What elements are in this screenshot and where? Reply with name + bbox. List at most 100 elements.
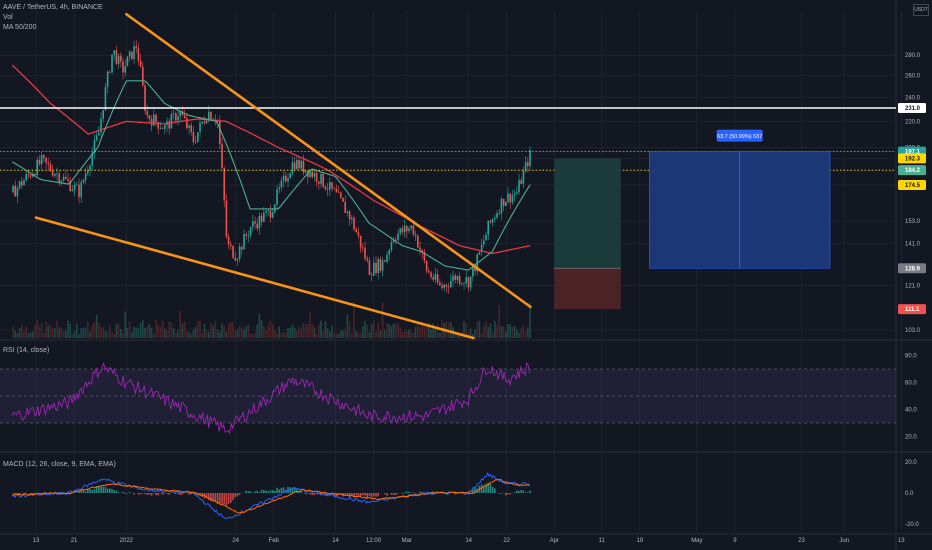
volume-bar [150,327,153,338]
macd-histogram-bar [390,493,393,495]
candle-body [412,225,415,235]
macd-histogram-bar [362,493,364,496]
macd-histogram-bar [432,491,435,493]
price-axis-tick: 103.0 [905,328,921,334]
macd-histogram-bar [487,482,490,493]
macd-axis-tick: -20.0 [905,522,919,528]
volume-bar [221,323,223,338]
candle-body [236,258,239,261]
macd-histogram-bar [498,493,501,494]
candle-body [282,175,285,181]
macd-histogram-bar [104,487,107,493]
macd-histogram-bar [153,493,155,494]
price-label-bg [898,102,926,113]
candle-body [491,218,494,223]
volume-bar [322,330,325,338]
volume-bar [214,320,217,338]
rsi-axis-tick: 20.0 [905,435,917,441]
volume-bar [335,332,338,338]
candle-body [117,55,120,64]
candle-body [511,195,514,203]
volume-bar [500,325,503,338]
candle-body [392,239,395,243]
macd-histogram-bar [298,490,300,493]
candle-body [260,215,263,222]
candle-body [366,258,369,261]
macd-histogram-bar [137,493,140,495]
macd-histogram-bar [522,490,525,493]
macd-histogram-bar [353,493,355,498]
macd-histogram-bar [214,493,217,501]
time-axis-tick: Mar [402,538,412,544]
volume-bar [183,321,186,338]
volume-bar [245,326,248,338]
candle-body [417,235,419,248]
volume-bar [311,323,314,338]
candle-body [443,284,446,288]
macd-histogram-bar [280,487,283,493]
volume-bar [115,323,118,338]
volume-bar [370,323,373,338]
candle-body [234,257,237,261]
volume-bar [111,332,113,338]
volume-bar [269,320,272,338]
macd-histogram-bar [208,493,210,501]
macd-histogram-bar [194,493,197,495]
candle-body [87,170,89,174]
wedge-upper-trendline [125,12,532,309]
macd-histogram-bar [254,491,256,493]
volume-bar [399,327,402,338]
candle-body [159,128,162,129]
volume-bar [223,325,226,338]
volume-bar [67,320,69,338]
macd-histogram-bar [304,493,307,495]
candle-body [254,221,256,224]
volume-bar [21,324,23,338]
volume-bar [465,323,468,338]
candle-body [489,220,492,223]
candle-body [505,202,507,206]
macd-histogram-bar [291,487,294,493]
volume-bar [509,324,512,338]
volume-bar [131,332,133,338]
volume-bar [219,332,221,338]
volume-bar [439,332,441,338]
volume-bar [170,322,173,338]
candle-body [487,220,490,235]
candle-body [113,50,116,55]
candle-body [18,181,21,188]
macd-histogram-bar [414,493,417,494]
candle-body [335,188,338,192]
price-axis-tick: 240.0 [905,95,921,101]
candle-body [276,189,278,205]
candle-body [329,182,331,190]
macd-histogram-bar [472,488,474,493]
volume-bar [483,325,485,338]
candle-body [128,51,131,57]
volume-bar [298,327,300,338]
candle-body [111,54,113,73]
candle-body [439,282,441,286]
candle-body [300,160,303,169]
macd-histogram-bar [148,493,151,495]
macd-histogram-bar [126,493,129,494]
macd-histogram-bar [263,489,265,493]
candle-body [252,221,254,228]
candle-body [322,173,325,187]
price-label-bg [898,263,926,274]
volume-bar [342,330,344,338]
volume-bar [14,330,17,338]
candle-body [205,120,208,123]
candle-body [520,180,523,184]
volume-bar [390,326,393,338]
candle-body [100,118,102,133]
candle-body [157,122,160,129]
macd-histogram-bar [357,493,360,497]
volume-bar [25,326,28,338]
candle-body [73,184,76,190]
volume-bar [194,327,197,338]
candle-body [434,274,437,280]
volume-legend: Vol [3,14,13,21]
volume-bar [458,333,461,338]
